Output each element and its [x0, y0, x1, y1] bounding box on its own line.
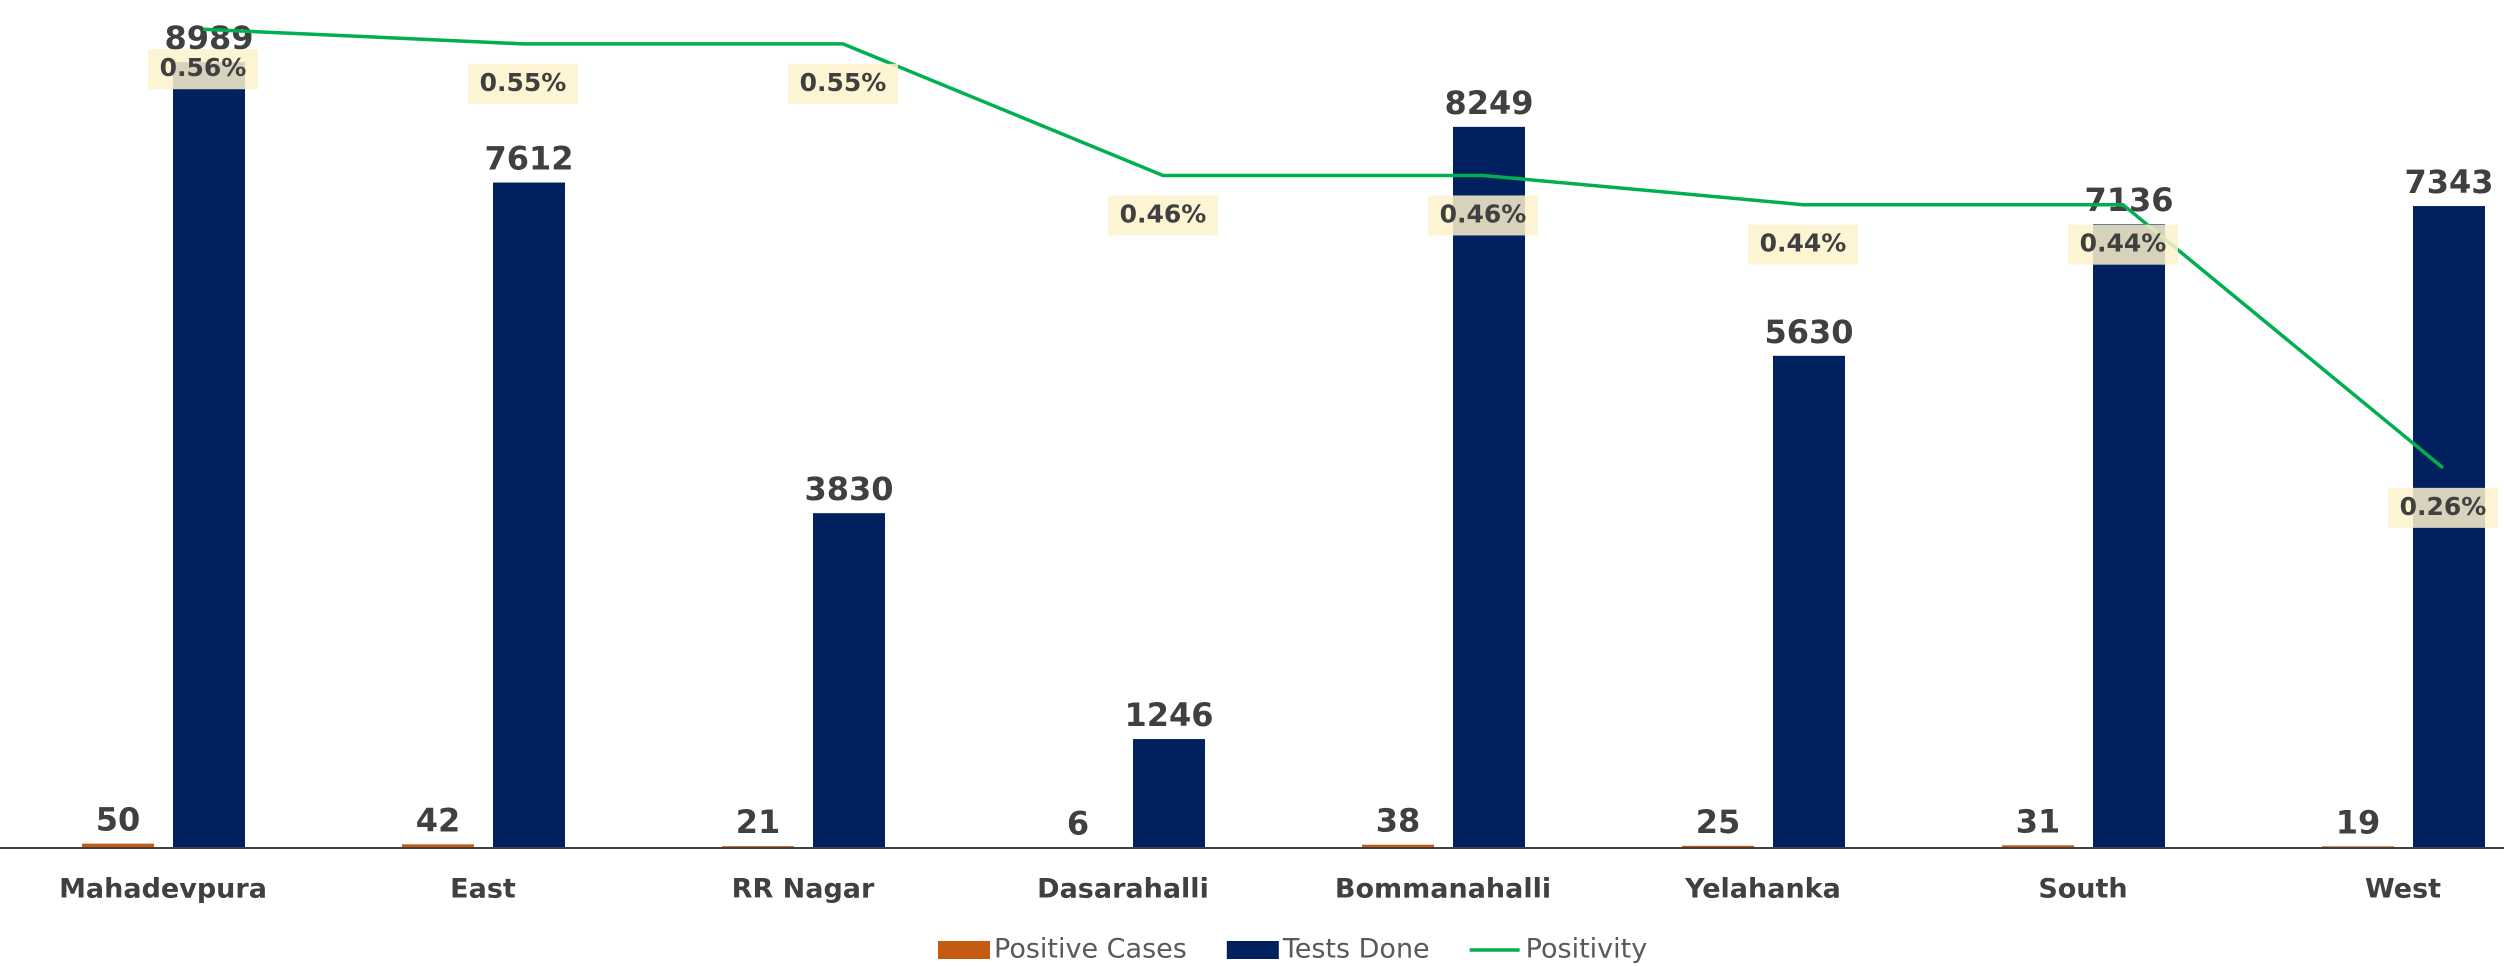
legend-swatch — [938, 941, 990, 959]
bar — [1773, 355, 1845, 848]
data-label: 0.46% — [1120, 199, 1207, 228]
data-label: 0.56% — [160, 53, 247, 82]
x-tick-label: Mahadevpura — [59, 874, 267, 905]
line — [202, 27, 2445, 470]
data-label: 0.44% — [2080, 229, 2167, 258]
bar — [1682, 845, 1754, 848]
data-label: 25 — [1696, 803, 1741, 841]
x-tick-label: West — [2365, 874, 2441, 905]
data-label: 50 — [96, 801, 141, 839]
legend-label: Positive Cases — [994, 934, 1187, 965]
bar — [493, 182, 565, 848]
label-box — [2068, 224, 2178, 265]
bar — [1133, 739, 1205, 848]
bar — [2002, 845, 2074, 848]
x-tick-label: RR Nagar — [732, 874, 875, 905]
data-label: 0.55% — [800, 68, 887, 97]
label-box — [1428, 195, 1538, 236]
data-label: 0.55% — [480, 68, 567, 97]
legend-swatch — [1226, 941, 1279, 959]
legend-label: Positivity — [1526, 934, 1648, 965]
bar — [402, 844, 474, 848]
data-label: 31 — [2016, 802, 2061, 840]
label-box — [148, 49, 258, 90]
bar — [173, 62, 245, 848]
data-label: 6 — [1067, 804, 1089, 842]
data-label: 0.46% — [1440, 199, 1527, 228]
x-tick-label: East — [450, 874, 516, 905]
x-tick-label: South — [2038, 874, 2127, 905]
bar — [2093, 224, 2165, 849]
bar — [813, 513, 885, 848]
legend-label: Tests Done — [1282, 934, 1430, 965]
data-label: 1246 — [1124, 696, 1213, 734]
label-box — [468, 63, 578, 104]
data-label: 3830 — [804, 470, 893, 508]
label-box — [2388, 487, 2498, 528]
data-label: 38 — [1376, 802, 1421, 840]
x-tick-label: Yelahanka — [1684, 874, 1841, 905]
label-box — [1108, 195, 1218, 236]
data-label: 19 — [2336, 803, 2381, 841]
x-tick-label: Dasarahalli — [1037, 874, 1209, 905]
bar — [1453, 126, 1525, 848]
label-box — [1748, 224, 1858, 265]
data-label: 8249 — [1444, 84, 1533, 122]
data-label: 0.44% — [1760, 229, 1847, 258]
data-label: 42 — [416, 801, 461, 839]
data-label: 7612 — [484, 140, 573, 178]
x-tick-label: Bommanahalli — [1335, 874, 1551, 905]
bar — [82, 843, 154, 848]
data-label: 7136 — [2084, 181, 2173, 219]
data-label: 0.26% — [2400, 492, 2487, 521]
data-label: 21 — [736, 803, 781, 841]
data-label: 5630 — [1764, 313, 1853, 351]
label-box — [788, 63, 898, 104]
data-label: 7343 — [2404, 163, 2493, 201]
bar — [1362, 844, 1434, 848]
